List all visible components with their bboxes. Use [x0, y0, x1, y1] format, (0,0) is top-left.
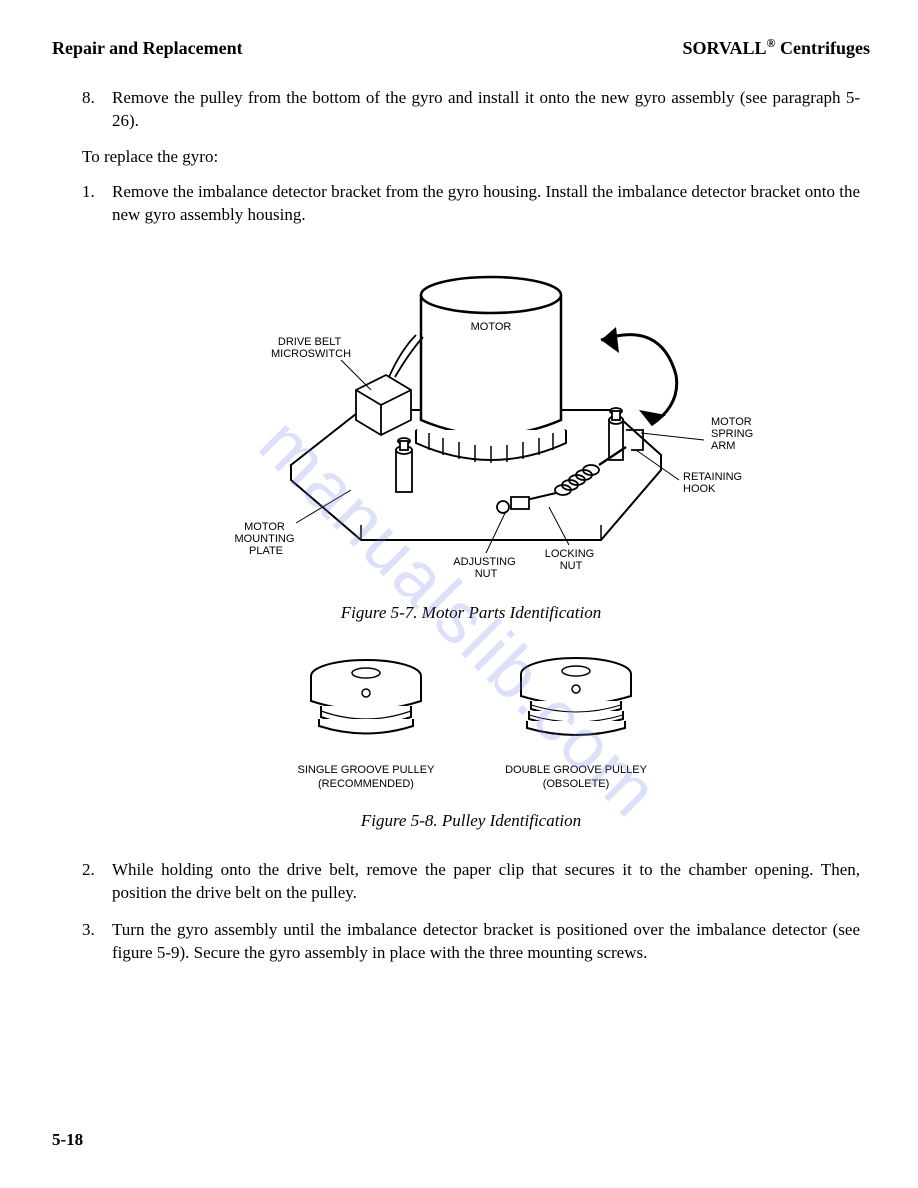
- step-number: 1.: [82, 181, 112, 227]
- label-motor: MOTOR: [471, 321, 512, 333]
- single-groove-pulley-icon: [291, 651, 441, 746]
- figure-5-7: MOTOR DRIVE BELT MICROSWITCH MOTOR SPRIN…: [82, 255, 860, 623]
- pulley-double: DOUBLE GROOVE PULLEY (OBSOLETE): [501, 651, 651, 792]
- label-motor-spring-arm: MOTOR SPRING ARM: [711, 416, 756, 452]
- label-motor-mounting-plate: MOTOR MOUNTING PLATE: [235, 521, 298, 557]
- step-number: 2.: [82, 859, 112, 905]
- brand-name: SORVALL: [682, 38, 766, 58]
- step-item: 1. Remove the imbalance detector bracket…: [82, 181, 860, 227]
- step-text: Turn the gyro assembly until the imbalan…: [112, 919, 860, 965]
- step-number: 8.: [82, 87, 112, 133]
- label-adjusting-nut: ADJUSTING NUT: [453, 556, 518, 580]
- figure-5-7-caption: Figure 5-7. Motor Parts Identification: [82, 603, 860, 623]
- figure-5-8: SINGLE GROOVE PULLEY (RECOMMENDED): [82, 651, 860, 832]
- page-header: Repair and Replacement SORVALL® Centrifu…: [52, 36, 870, 59]
- step-item: 8. Remove the pulley from the bottom of …: [82, 87, 860, 133]
- label-locking-nut: LOCKING NUT: [545, 548, 598, 572]
- figure-5-8-caption: Figure 5-8. Pulley Identification: [82, 811, 860, 831]
- step-text: Remove the imbalance detector bracket fr…: [112, 181, 860, 227]
- step-item: 2. While holding onto the drive belt, re…: [82, 859, 860, 905]
- section-title: Repair and Replacement: [52, 38, 243, 59]
- replace-intro: To replace the gyro:: [82, 147, 860, 167]
- product-name: Centrifuges: [780, 38, 870, 58]
- double-groove-pulley-icon: [501, 651, 651, 746]
- brand-title: SORVALL® Centrifuges: [682, 36, 870, 59]
- page-number: 5-18: [52, 1130, 83, 1150]
- pulley-single-label: SINGLE GROOVE PULLEY (RECOMMENDED): [291, 763, 441, 792]
- label-retaining-hook: RETAINING HOOK: [683, 471, 745, 495]
- step-text: While holding onto the drive belt, remov…: [112, 859, 860, 905]
- label-drive-belt-ms: DRIVE BELT MICROSWITCH: [271, 336, 351, 360]
- pulley-single: SINGLE GROOVE PULLEY (RECOMMENDED): [291, 651, 441, 792]
- step-item: 3. Turn the gyro assembly until the imba…: [82, 919, 860, 965]
- step-text: Remove the pulley from the bottom of the…: [112, 87, 860, 133]
- pulley-double-label: DOUBLE GROOVE PULLEY (OBSOLETE): [501, 763, 651, 792]
- page-content: 8. Remove the pulley from the bottom of …: [52, 87, 870, 965]
- registered-mark: ®: [767, 36, 776, 50]
- motor-diagram: MOTOR DRIVE BELT MICROSWITCH MOTOR SPRIN…: [171, 255, 771, 595]
- step-number: 3.: [82, 919, 112, 965]
